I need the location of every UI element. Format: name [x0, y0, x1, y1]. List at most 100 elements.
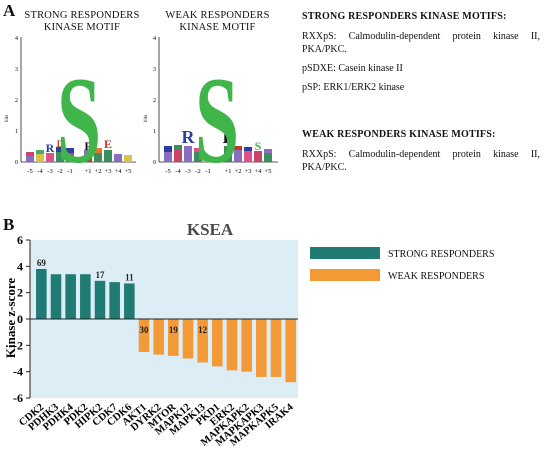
strong-logo-title-line2: KINASE MOTIF [43, 22, 121, 33]
bar-erk2 [226, 319, 238, 371]
weak-sequence-logo: 0 1 2 3 4 bits -5 -4 -3 -2 -1 +1 +2 +3 +… [144, 36, 278, 185]
weak-logo-xtick-7: +3 [245, 168, 252, 175]
weak-logo-ytick-2: 2 [153, 98, 156, 104]
bar-dyrk2 [153, 319, 164, 355]
strong-logo-xtick-7: +3 [105, 168, 112, 175]
sequence-logos: 0 1 2 3 4 bits -5 -4 -3 -2 -1 +1 +2 +3 +… [5, 36, 278, 185]
legend-swatch-0 [310, 247, 380, 259]
y-axis-ticks: -6 -4 -2 0 2 4 6 [13, 233, 30, 405]
legend-swatch-1 [310, 269, 380, 281]
strong-logo-xtick-2: -3 [47, 168, 52, 175]
bar-pdk2 [80, 274, 91, 319]
weak-logo-xtick-0: -5 [165, 168, 170, 175]
strong-motifs-block: STRONG RESPONDERS KINASE MOTIFS: RXXpS: … [302, 10, 540, 100]
weak-logo-xtick-2: -3 [185, 168, 190, 175]
bar-cdk6 [124, 283, 135, 319]
data-label-hipk2: 17 [96, 270, 106, 280]
strong-logo-xtick-6: +2 [95, 168, 102, 175]
strong-logo-xtick-1: -4 [37, 168, 43, 175]
bar-akt1 [138, 319, 150, 352]
strong-logo-ytick-4: 4 [15, 36, 18, 42]
strong-logo-x-ticks: -5 -4 -3 -2 -1 +1 +2 +3 +4 +5 [27, 168, 131, 175]
y-tick-label: 0 [17, 312, 23, 326]
data-label-mtor: 19 [169, 325, 179, 335]
y-tick-label: -4 [13, 365, 23, 379]
x-axis-ticks: CDK2PDHK3PDHK4PDK2HIPK2CDK7CDK6AKT1DYRK2… [17, 401, 296, 448]
weak-logo-xtick-4: -1 [205, 168, 210, 175]
strong-motif-line-2: pSDXE: Casein kinase II [302, 63, 403, 74]
strong-logo-xtick-5: +1 [85, 168, 92, 175]
strong-logo-ytick-3: 3 [15, 67, 18, 73]
bar-mapkapk3 [256, 319, 267, 377]
weak-logo-xtick-1: -4 [175, 168, 181, 175]
weak-logo-letter-r: R [182, 127, 196, 147]
strong-logo-xtick-0: -5 [27, 168, 32, 175]
bar-pkd1 [212, 319, 223, 367]
weak-logo-letter-p: P [223, 127, 234, 147]
weak-logo-ytick-1: 1 [153, 129, 156, 135]
weak-logo-xtick-3: -2 [195, 168, 200, 175]
strong-motif-line-1: RXXpS: Calmodulin-dependent protein kina… [302, 31, 540, 55]
strong-logo-ytick-2: 2 [15, 98, 18, 104]
bar-cdk7 [109, 282, 120, 319]
weak-logo-minor-letters: R P S [164, 127, 272, 162]
weak-motif-line-1: RXXpS: Calmodulin-dependent protein kina… [302, 149, 540, 173]
weak-logo-title-line1: WEAK RESPONDERS [165, 10, 270, 21]
weak-logo-y-label: bits [144, 115, 149, 122]
y-tick-label: 2 [17, 286, 23, 300]
strong-logo-y-label: bits [5, 115, 10, 122]
strong-motif-line-3: pSP: ERK1/ERK2 kinase [302, 82, 405, 93]
strong-motifs-heading: STRONG RESPONDERS KINASE MOTIFS: [302, 11, 507, 22]
strong-logo-center-letter: S [57, 51, 101, 185]
weak-logo-x-ticks: -5 -4 -3 -2 -1 +1 +2 +3 +4 +5 [165, 168, 271, 175]
weak-logo-ytick-4: 4 [153, 36, 156, 42]
bar-mapkapk2 [241, 319, 252, 372]
bars [36, 268, 296, 383]
weak-logo-title: WEAK RESPONDERS KINASE MOTIF [155, 10, 280, 34]
strong-logo-xtick-4: -1 [67, 168, 72, 175]
strong-logo-title: STRONG RESPONDERS KINASE MOTIF [22, 10, 142, 34]
bar-hipk2 [94, 280, 106, 319]
bar-irak4 [285, 319, 296, 383]
data-label-cdk6: 11 [125, 272, 134, 282]
weak-motifs-block: WEAK RESPONDERS KINASE MOTIFS: RXXpS: Ca… [302, 128, 540, 180]
strong-logo-xtick-3: -2 [57, 168, 62, 175]
bar-pdhk3 [50, 274, 62, 319]
chart-title: KSEA [187, 220, 234, 239]
y-tick-label: 4 [17, 259, 23, 273]
bar-pdhk4 [65, 274, 76, 319]
weak-logo-xtick-5: +1 [225, 168, 232, 175]
y-tick-label: -6 [13, 391, 23, 405]
weak-logo-center-letter: S [195, 51, 239, 185]
y-axis-label: Kinase z-score [3, 278, 18, 358]
data-label-mapk13: 12 [198, 325, 208, 335]
legend-label-1: WEAK RESPONDERS [388, 271, 484, 282]
strong-logo-ytick-0: 0 [15, 160, 18, 166]
weak-logo-xtick-6: +2 [235, 168, 242, 175]
data-label-cdk2: 69 [37, 258, 47, 268]
strong-sequence-logo: 0 1 2 3 4 bits -5 -4 -3 -2 -1 +1 +2 +3 +… [5, 36, 136, 185]
weak-motifs-heading: WEAK RESPONDERS KINASE MOTIFS: [302, 129, 496, 140]
data-labels: 69 17 11 30 19 12 [37, 258, 208, 335]
y-tick-label: 6 [17, 233, 23, 247]
bar-mapkapk5 [270, 319, 282, 377]
strong-logo-letter-e: E [104, 137, 112, 151]
strong-logo-letter-r: R [46, 141, 55, 155]
weak-logo-title-line2: KINASE MOTIF [179, 22, 256, 33]
svg-text:D: D [57, 139, 64, 149]
bar-mapk13 [197, 319, 208, 363]
weak-logo-xtick-9: +5 [265, 168, 272, 175]
legend: STRONG RESPONDERS WEAK RESPONDERS [310, 247, 494, 282]
strong-logo-title-line1: STRONG RESPONDERS [24, 10, 140, 21]
weak-logo-ytick-3: 3 [153, 67, 156, 73]
panel-b-letter: B [3, 215, 15, 234]
weak-logo-letter-s: S [255, 139, 262, 153]
data-label-akt1: 30 [140, 325, 150, 335]
weak-logo-y-ticks: 0 1 2 3 4 [153, 36, 156, 166]
strong-logo-xtick-9: +5 [125, 168, 132, 175]
strong-logo-xtick-8: +4 [115, 168, 123, 175]
strong-logo-minor-letters: R D P E [26, 137, 132, 162]
bar-mtor [168, 319, 179, 356]
bar-cdk2 [36, 268, 47, 319]
